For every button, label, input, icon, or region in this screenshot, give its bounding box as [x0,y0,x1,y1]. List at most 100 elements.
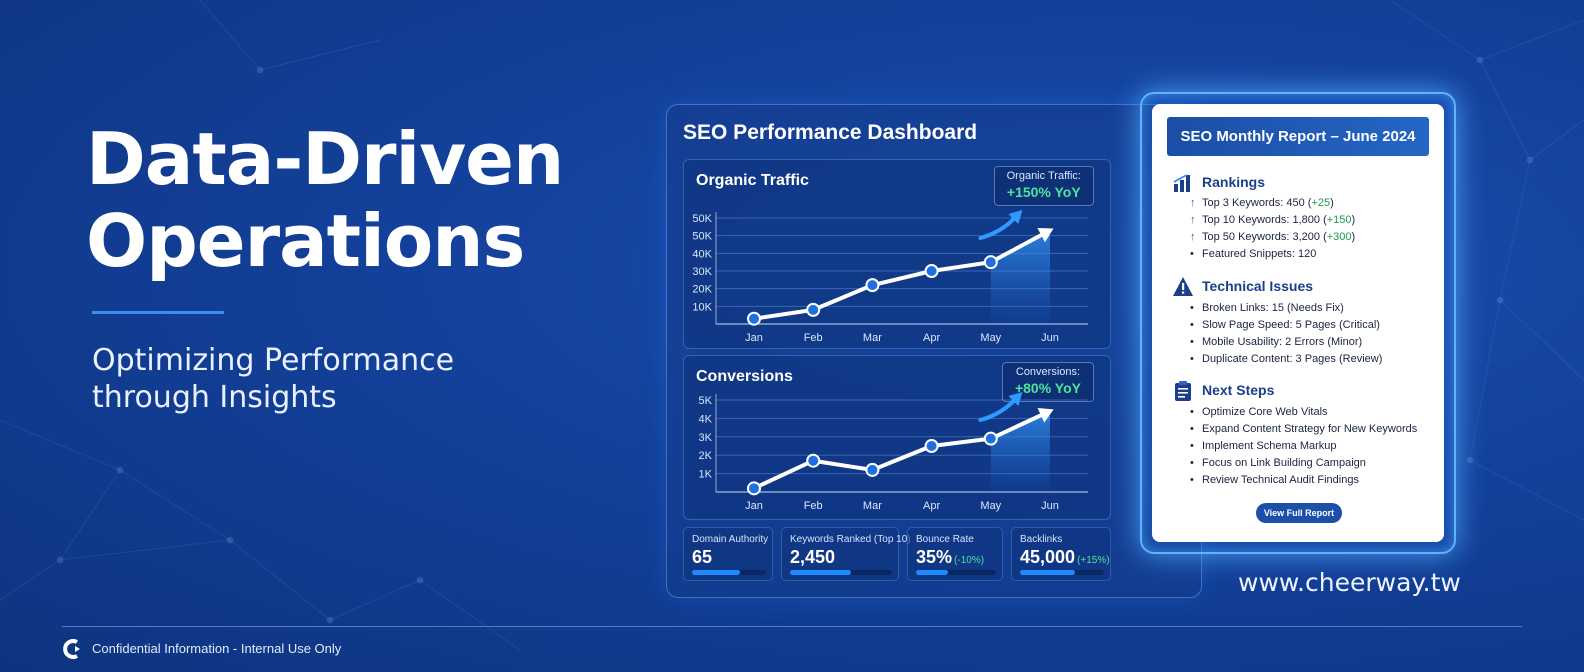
y-tick-label: 10K [692,301,712,313]
series-area [990,411,1050,492]
kpi-value-text: 2,450 [790,547,836,567]
kpi-backlinks: Backlinks 45,000 (+15%) [1011,527,1111,581]
next-steps-list: • Optimize Core Web Vitals • Expand Conten… [1190,404,1417,489]
series-line [753,409,1051,491]
section-title: Technical Issues [1202,278,1314,294]
item-text: Top 3 Keywords: 450 ( [1202,197,1312,209]
hero-title-line1: Data-Driven [86,117,564,201]
kpi-domain-authority: Domain Authority 65 [683,527,773,581]
y-tick-label: 5K [699,395,713,407]
up-arrow-icon: ↑ [1190,197,1196,209]
item-text: Duplicate Content: 3 Pages (Review) [1202,353,1383,365]
y-tick-label: 50K [692,231,712,243]
x-tick-label: Jan [745,332,763,344]
item-text: Implement Schema Markup [1202,440,1337,452]
kpi-delta: (+15%) [1077,555,1110,566]
footer-divider [62,626,1522,627]
kpi-label: Domain Authority [692,534,769,545]
technical-issues-list: • Broken Links: 15 (Needs Fix) • Slow Page… [1190,300,1382,368]
x-tick-label: May [980,332,1001,344]
dashboard-title: SEO Performance Dashboard [683,121,978,144]
bullet-icon: • [1190,336,1194,348]
x-tick-label: Feb [804,332,823,344]
bullet-icon: • [1190,457,1194,469]
hero-subtitle: Optimizing Performance through Insights [92,342,512,416]
data-point [983,431,998,446]
trend-arrowhead [1008,210,1023,224]
data-point [747,311,761,326]
kpi-progress-track [790,570,892,575]
kpi-label: Backlinks [1020,534,1063,545]
bullet-icon: • [1190,423,1194,435]
kpi-progress-track [916,570,996,575]
list-item: • Slow Page Speed: 5 Pages (Critical) [1190,317,1382,334]
hero-divider [92,311,224,314]
x-tick-label: Feb [804,500,823,512]
kpi-label: Keywords Ranked (Top 10) [790,534,911,545]
kpi-progress-fill [916,570,948,575]
series-area [990,230,1050,324]
data-point [806,453,821,468]
y-tick-label: 50K [692,213,712,225]
y-tick-label: 2K [699,450,713,462]
item-text: Mobile Usability: 2 Errors (Minor) [1202,336,1363,348]
site-url[interactable]: www.cheerway.tw [1238,568,1461,597]
list-item: • Expand Content Strategy for New Keyword… [1190,421,1417,438]
item-text: Focus on Link Building Campaign [1202,457,1366,469]
item-close: ) [1351,214,1356,226]
series-arrowhead [1037,228,1054,243]
item-text: Top 10 Keywords: 1,800 ( [1202,214,1327,226]
bullet-icon: • [1190,440,1194,452]
y-tick-label: 30K [692,266,712,278]
kpi-value: 45,000 (+15%) [1020,547,1110,568]
data-point [924,264,939,278]
list-item: ↑ Top 3 Keywords: 450 (+25) [1190,195,1355,212]
list-item: • Duplicate Content: 3 Pages (Review) [1190,351,1382,368]
item-close: ) [1351,231,1356,243]
y-tick-label: 3K [699,432,713,444]
trend-arrowhead [1008,392,1023,406]
kpi-delta: (-10%) [954,555,985,566]
item-close: ) [1330,197,1334,209]
view-full-report-button[interactable]: View Full Report [1256,503,1342,523]
data-point [806,302,821,317]
rankings-list: ↑ Top 3 Keywords: 450 (+25) ↑ Top 10 Keywo… [1190,195,1355,263]
item-gain: +150 [1326,214,1352,226]
data-point [983,255,998,270]
kpi-value: 2,450 [790,547,835,568]
conversions-badge-value: +80% YoY [1014,380,1081,396]
organic-traffic-chart: 10K 20K 30K 40K 50K 50K Jan Feb Mar Apr May Jun [692,210,1088,344]
conversions-badge-label: Conversions: [1015,366,1081,378]
hero-title: Data-Driven Operations [86,118,646,282]
kpi-value-text: 65 [692,547,713,567]
kpi-row: Domain Authority 65 Keywords Ranked (Top… [683,527,1111,583]
data-point [924,439,939,453]
list-item: • Implement Schema Markup [1190,438,1417,455]
organic-traffic-badge-value: +150% YoY [1006,184,1081,200]
conversions-chart: 1K 2K 3K 4K 5K Jan Feb Mar Apr May Jun [699,392,1088,512]
item-text: Top 50 Keywords: 3,200 ( [1202,231,1327,243]
bullet-icon: • [1190,248,1194,260]
kpi-keywords-ranked: Keywords Ranked (Top 10) 2,450 [781,527,911,581]
y-tick-label: 20K [692,284,712,296]
hero-subtitle-line2: through Insights [92,380,337,415]
item-text: Expand Content Strategy for New Keywords [1202,423,1418,435]
series-line [753,228,1051,321]
y-tick-label: 1K [699,469,713,481]
item-text: Slow Page Speed: 5 Pages (Critical) [1202,319,1380,331]
bullet-icon: • [1190,474,1194,486]
x-tick-label: Apr [923,500,940,512]
item-gain: +300 [1326,231,1352,243]
kpi-value-text: 35% [916,547,953,567]
up-arrow-icon: ↑ [1190,214,1196,226]
data-point [865,278,880,293]
organic-traffic-card: Organic Traffic Organic Traffic: +150% Y… [683,159,1111,349]
data-point [747,481,761,496]
x-tick-label: May [980,500,1001,512]
organic-traffic-badge-label: Organic Traffic: [1006,170,1081,182]
list-item: • Focus on Link Building Campaign [1190,455,1417,472]
kpi-label: Bounce Rate [916,534,974,545]
item-gain: +25 [1311,197,1331,209]
company-logo-icon [63,639,80,659]
bullet-icon: • [1190,302,1194,314]
